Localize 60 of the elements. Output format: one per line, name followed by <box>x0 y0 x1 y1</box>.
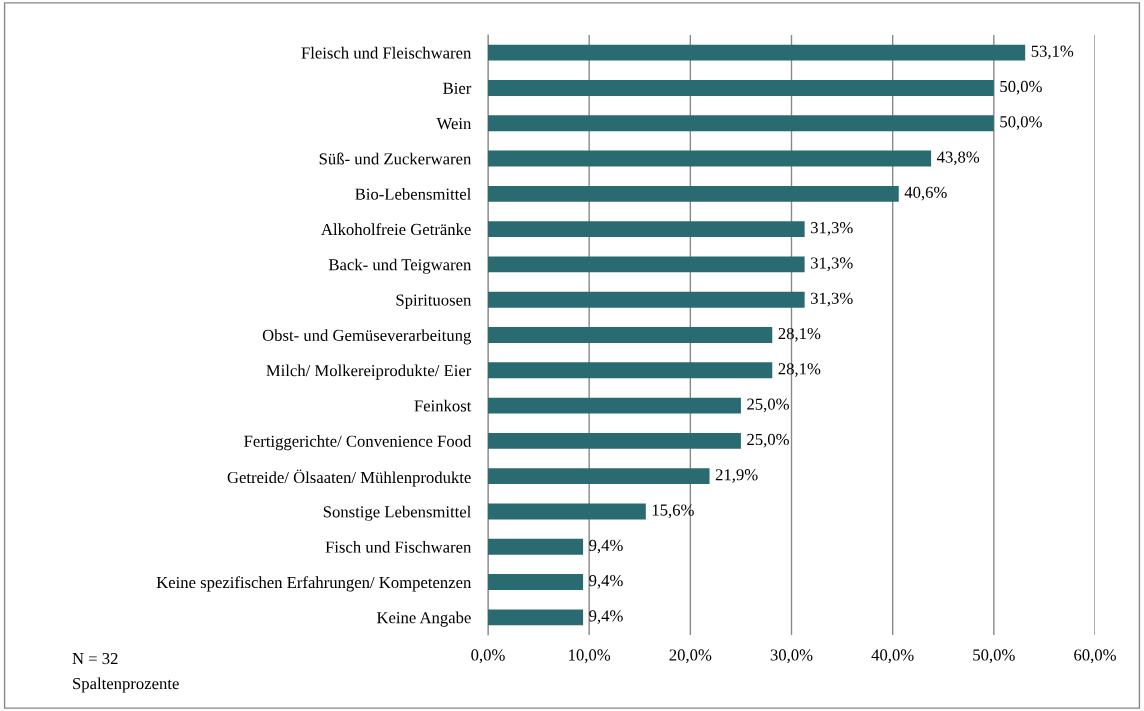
x-tick-label: 60,0% <box>1074 649 1116 664</box>
data-label: 9,4% <box>589 574 623 589</box>
y-tick-label: Alkoholfreie Getränke <box>321 223 471 236</box>
bar <box>488 80 994 96</box>
data-label: 50,0% <box>1000 116 1042 130</box>
y-tick-label: Getreide/ Ölsaaten/ Mühlenprodukte <box>227 469 471 487</box>
y-tick-label: Bier <box>443 82 472 94</box>
y-tick-label: Milch/ Molkereiprodukte/ Eier <box>266 364 472 380</box>
bar <box>488 327 773 343</box>
data-label: 31,3% <box>811 292 853 307</box>
y-tick-label: Fertiggerichte/ Convenience Food <box>244 435 472 451</box>
data-label: 43,8% <box>936 151 980 166</box>
y-tick-label: Sonstige Lebensmittel <box>323 505 471 521</box>
x-tick-label: 20,0% <box>669 649 712 664</box>
y-tick-label: Obst- und Gemüseverarbeitung <box>262 329 472 345</box>
bar <box>488 221 805 238</box>
x-tick-label: 10,0% <box>569 649 611 664</box>
bar <box>488 185 899 202</box>
data-label: 15,6% <box>652 504 694 519</box>
data-label: 50,0% <box>1000 80 1042 95</box>
y-tick-label: Wein <box>436 117 472 130</box>
y-tick-label: Süß- und Zuckerwaren <box>319 152 472 165</box>
y-tick-label: Back- und Teigwaren <box>328 258 472 274</box>
data-label: 31,3% <box>811 222 853 236</box>
bar <box>488 468 710 485</box>
data-label: 53,1% <box>1031 45 1074 60</box>
data-label: 25,0% <box>747 398 789 413</box>
y-tick-label: Keine spezifischen Erfahrungen/ Kompetenzen <box>156 576 472 592</box>
y-tick-label: Fleisch und Fleischwaren <box>301 46 472 59</box>
bar <box>488 291 805 308</box>
bar <box>488 503 646 520</box>
bar <box>488 609 584 626</box>
data-label: 31,3% <box>811 257 853 271</box>
x-tick-label: 30,0% <box>770 649 813 664</box>
x-tick-label: 40,0% <box>871 649 914 664</box>
bar <box>488 397 741 414</box>
text: N = 32 <box>72 652 118 665</box>
data-label: 21,9% <box>715 469 758 483</box>
bar <box>488 150 932 167</box>
bar <box>488 538 584 555</box>
bar <box>488 432 741 449</box>
data-label: 28,1% <box>778 327 821 342</box>
bar <box>488 362 773 379</box>
y-tick-label: Feinkost <box>414 399 472 412</box>
x-tick-label: 0,0% <box>471 649 505 664</box>
data-label: 9,4% <box>589 610 623 624</box>
y-tick-label: Bio-Lebensmittel <box>355 188 471 200</box>
text: Spaltenprozente <box>73 677 179 693</box>
x-tick-label: 50,0% <box>973 649 1015 664</box>
bar <box>488 256 805 273</box>
data-label: 28,1% <box>778 363 821 377</box>
data-label: 25,0% <box>747 433 789 448</box>
data-label: 40,6% <box>904 186 947 201</box>
data-label: 9,4% <box>589 539 623 554</box>
bar <box>488 115 994 132</box>
bar <box>488 44 1026 61</box>
bar <box>488 574 584 590</box>
y-tick-label: Fisch und Fischwaren <box>325 540 472 553</box>
y-tick-label: Spirituosen <box>396 294 472 310</box>
y-tick-label: Keine Angabe <box>376 611 471 627</box>
